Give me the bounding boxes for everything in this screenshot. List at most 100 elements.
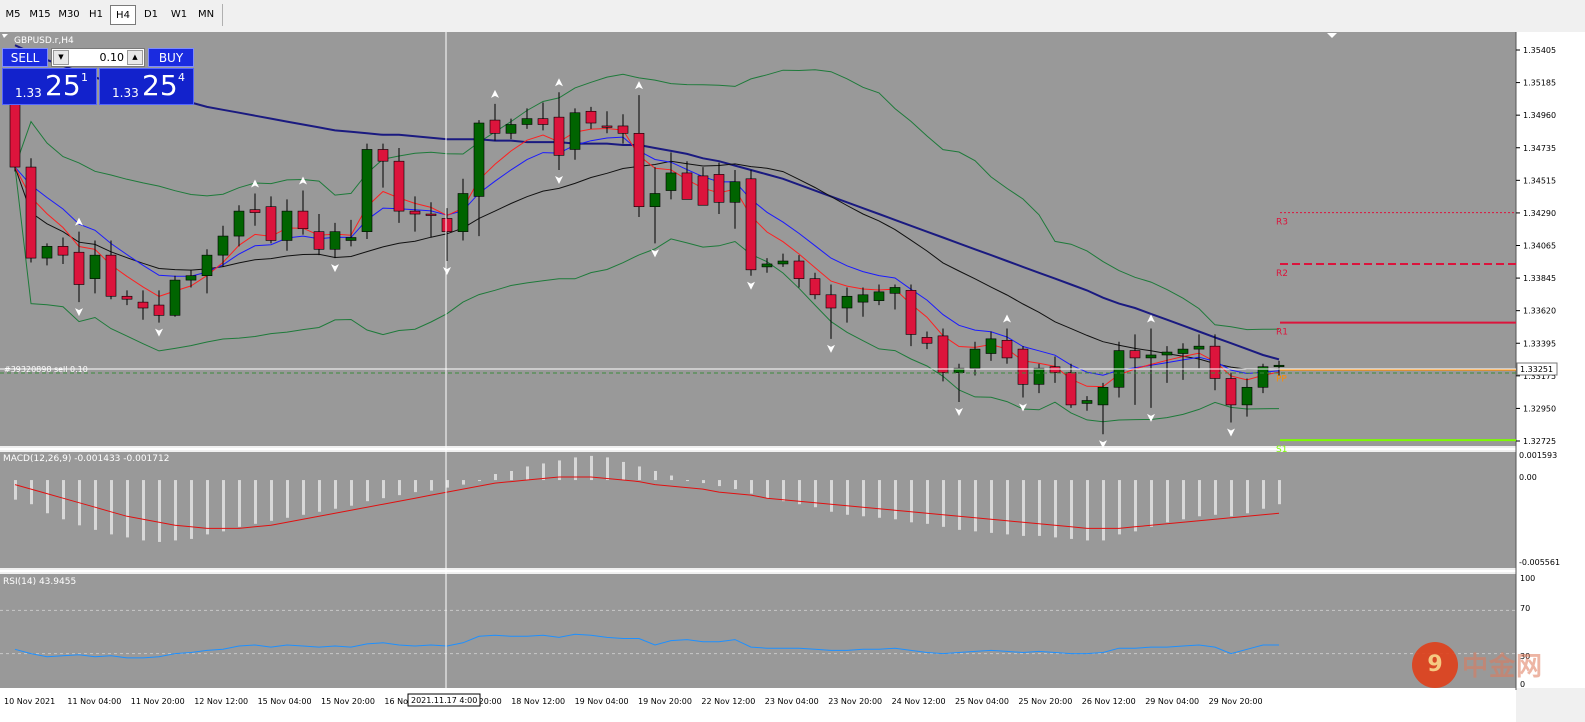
- macd-histogram-bar: [734, 480, 737, 490]
- timeframe-m5[interactable]: M5: [5, 9, 21, 20]
- macd-histogram-bar: [238, 480, 241, 527]
- fractal-up-arrow: [75, 217, 83, 226]
- macd-histogram-bar: [590, 455, 593, 481]
- bull-candle: [1241, 386, 1253, 406]
- time-axis-label: 26 Nov 12:00: [1082, 697, 1136, 706]
- pivot-s1-label: S1: [1276, 445, 1287, 455]
- time-axis-label: 24 Nov 12:00: [892, 697, 946, 706]
- price-axis: [1516, 32, 1585, 688]
- fractal-up-arrow: [491, 89, 499, 98]
- lot-decrease-icon[interactable]: ▼: [53, 50, 69, 65]
- bear-candle: [697, 175, 709, 206]
- bull-candle: [985, 338, 997, 354]
- macd-histogram-bar: [94, 480, 97, 530]
- time-axis-label: 22 Nov 12:00: [701, 697, 755, 706]
- bull-candle: [521, 118, 533, 125]
- buy-button[interactable]: BUY: [148, 48, 194, 67]
- bear-candle: [617, 125, 629, 134]
- symbol-label: GBPUSD.r,H4: [14, 36, 74, 46]
- bull-candle: [1145, 354, 1157, 359]
- bull-candle: [889, 287, 901, 294]
- bollinger-bands: [14, 69, 1280, 423]
- macd-histogram-bar: [878, 480, 881, 518]
- macd-histogram-bar: [1134, 480, 1137, 532]
- bear-candle: [793, 260, 805, 279]
- macd-histogram-bar: [1070, 480, 1073, 539]
- macd-histogram-bar: [750, 480, 753, 494]
- macd-tick-label: 0.001593: [1519, 451, 1557, 460]
- bear-candle: [713, 174, 725, 203]
- lot-increase-icon[interactable]: ▲: [127, 50, 143, 65]
- chart-shift-icon[interactable]: [1327, 33, 1337, 38]
- macd-histogram-bar: [1230, 480, 1233, 517]
- buy-quote[interactable]: 1.33 25 4: [99, 68, 194, 105]
- macd-histogram-bar: [190, 480, 193, 539]
- price-tick-label: 1.35185: [1523, 79, 1556, 88]
- price-chart[interactable]: R3 R2 R1 PP S1 1.35405 1.35185 1.34960 1.34735 1…: [0, 30, 1585, 722]
- macd-histogram-bar: [814, 480, 817, 508]
- bull-candle: [761, 263, 773, 268]
- toolbar-divider: [222, 4, 223, 26]
- timeframe-d1[interactable]: D1: [143, 9, 159, 20]
- macd-histogram-bar: [1246, 480, 1249, 514]
- macd-histogram-bar: [110, 480, 113, 535]
- one-click-trading-panel: SELL ▼ 0.10 ▲ BUY 1.33 25 1 1.33 25 4: [2, 48, 196, 106]
- bear-candle: [1049, 366, 1061, 373]
- macd-histogram-bar: [1150, 480, 1153, 527]
- timeframe-h1[interactable]: H1: [89, 9, 103, 20]
- bear-candle: [825, 294, 837, 309]
- bull-candle: [777, 260, 789, 265]
- macd-histogram-bar: [654, 470, 657, 481]
- bear-candle: [73, 251, 85, 285]
- bear-candle: [409, 210, 421, 215]
- macd-histogram-bar: [1262, 480, 1265, 509]
- lot-size-input[interactable]: ▼ 0.10 ▲: [51, 48, 145, 67]
- bull-candle: [233, 210, 245, 237]
- bull-candle: [1273, 364, 1285, 368]
- macd-histogram-bar: [942, 480, 945, 527]
- macd-panel-area: [0, 452, 1516, 568]
- bear-candle: [601, 125, 613, 128]
- bull-candle: [217, 235, 229, 256]
- macd-histogram-bar: [1278, 480, 1281, 505]
- timeframe-m30[interactable]: M30: [58, 9, 80, 20]
- macd-histogram-bar: [926, 480, 929, 524]
- pivot-r2-label: R2: [1276, 269, 1288, 279]
- bull-candle: [873, 291, 885, 301]
- macd-histogram-bar: [846, 480, 849, 515]
- fractal-down-arrow: [747, 281, 755, 290]
- macd-histogram-bar: [222, 480, 225, 532]
- macd-indicator: [14, 455, 1281, 542]
- macd-histogram-bar: [350, 480, 353, 506]
- rsi-tick-label: 100: [1520, 574, 1535, 583]
- fractal-down-arrow: [827, 344, 835, 353]
- timeframe-mn[interactable]: MN: [197, 9, 215, 20]
- sell-quote[interactable]: 1.33 25 1: [2, 68, 97, 105]
- macd-histogram-bar: [542, 463, 545, 481]
- bear-candle: [393, 160, 405, 212]
- fractal-down-arrow: [1227, 428, 1235, 437]
- bear-candle: [57, 246, 69, 256]
- price-tick-label: 1.34960: [1523, 111, 1556, 120]
- macd-histogram-bar: [1118, 480, 1121, 535]
- macd-histogram-bar: [430, 480, 433, 491]
- fractal-down-arrow: [331, 264, 339, 273]
- macd-histogram-bar: [718, 480, 721, 487]
- price-tick-label: 1.35405: [1523, 46, 1556, 55]
- bear-candle: [633, 132, 645, 208]
- fractal-up-arrow: [555, 78, 563, 87]
- fractal-down-arrow: [75, 308, 83, 317]
- timeframe-h4[interactable]: H4: [110, 5, 136, 25]
- bear-candle: [105, 254, 117, 297]
- rsi-tick-label: 30: [1520, 652, 1530, 661]
- macd-histogram-bar: [174, 480, 177, 541]
- timeframe-m15[interactable]: M15: [29, 9, 51, 20]
- fractal-down-arrow: [555, 176, 563, 184]
- timeframe-w1[interactable]: W1: [170, 9, 188, 20]
- bear-candle: [1001, 339, 1013, 359]
- bear-candle: [937, 335, 949, 373]
- bull-candle: [41, 246, 53, 259]
- bear-candle: [553, 116, 565, 156]
- sell-button[interactable]: SELL: [2, 48, 48, 67]
- bear-candle: [265, 206, 277, 241]
